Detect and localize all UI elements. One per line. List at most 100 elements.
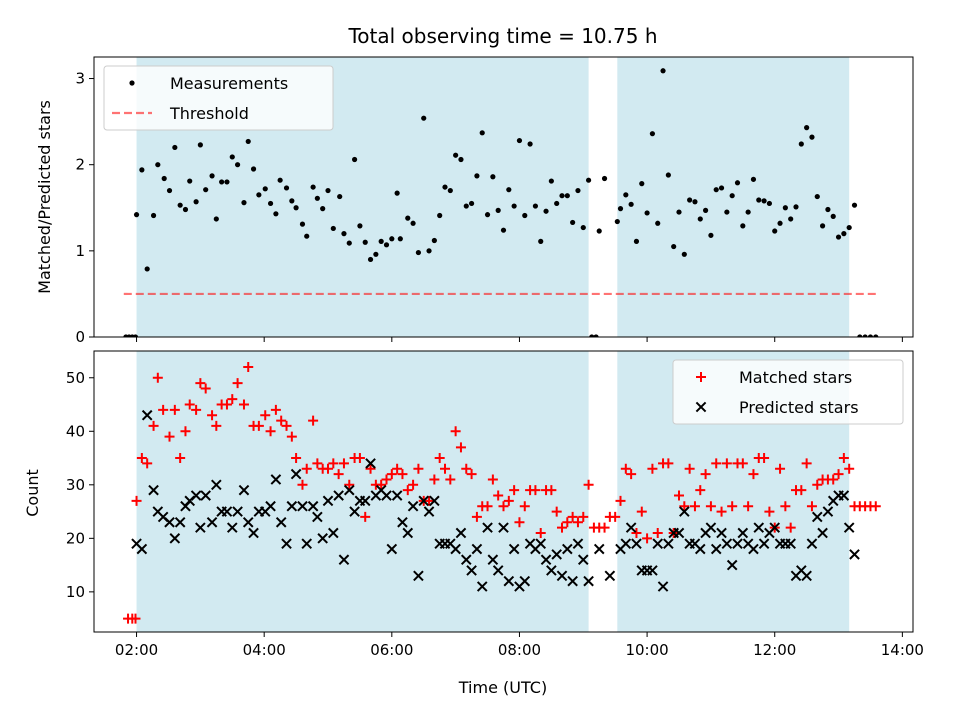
measurement-point [341, 231, 346, 236]
measurement-point [134, 212, 139, 217]
measurement-point [804, 125, 809, 130]
measurement-point [263, 186, 268, 191]
measurement-point [597, 228, 602, 233]
measurement-point [464, 203, 469, 208]
x-tick-label: 10:00 [625, 641, 668, 659]
measurement-point [469, 201, 474, 206]
measurement-point [543, 209, 548, 214]
chart-figure: Total observing time = 10.75 h Time (UTC… [0, 0, 960, 720]
measurement-point [398, 236, 403, 241]
measurement-point [304, 234, 309, 239]
measurement-point [815, 194, 820, 199]
x-axis-label: Time (UTC) [458, 678, 547, 697]
measurement-point [368, 257, 373, 262]
measurement-point [615, 219, 620, 224]
measurement-point [241, 200, 246, 205]
measurement-point [315, 196, 320, 201]
measurement-point [746, 209, 751, 214]
measurement-point [618, 206, 623, 211]
measurement-point [485, 212, 490, 217]
legend: Matched stars Predicted stars [673, 360, 903, 424]
x-tick-label: 12:00 [753, 641, 796, 659]
measurement-point [527, 141, 532, 146]
measurement-point [565, 193, 570, 198]
measurement-point [671, 244, 676, 249]
measurement-point [194, 199, 199, 204]
measurement-point [512, 203, 517, 208]
count-panel: 02:0004:0006:0008:0010:0012:0014:0010203… [66, 351, 924, 659]
measurement-point [549, 178, 554, 183]
x-tick-label: 14:00 [881, 641, 924, 659]
measurement-point [623, 192, 628, 197]
measurement-point [219, 179, 224, 184]
measurement-point [293, 205, 298, 210]
measurement-point [751, 177, 756, 182]
measurement-point [772, 228, 777, 233]
measurement-point [389, 236, 394, 241]
measurement-point [767, 201, 772, 206]
measurement-point [167, 188, 172, 193]
bottom-y-axis-label: Count [23, 469, 42, 517]
chart-title: Total observing time = 10.75 h [347, 24, 657, 48]
legend-label: Measurements [170, 74, 288, 93]
measurement-point [162, 176, 167, 181]
measurement-point [230, 154, 235, 159]
legend-label: Threshold [169, 104, 249, 123]
measurement-point [852, 203, 857, 208]
measurement-point [268, 201, 273, 206]
measurement-point [554, 201, 559, 206]
measurement-point [325, 188, 330, 193]
legend-label: Predicted stars [739, 398, 859, 417]
measurement-point [246, 139, 251, 144]
measurement-point [586, 178, 591, 183]
measurement-point [655, 221, 660, 226]
measurement-point [256, 192, 261, 197]
measurement-point [730, 193, 735, 198]
measurement-point [453, 153, 458, 158]
measurement-point [847, 225, 852, 230]
x-tick-label: 08:00 [498, 641, 541, 659]
y-tick-label: 1 [75, 242, 85, 260]
measurement-point [602, 176, 607, 181]
measurement-point [650, 131, 655, 136]
measurement-point [490, 174, 495, 179]
y-tick-label: 20 [66, 529, 85, 547]
measurement-point [311, 184, 316, 189]
measurement-point [416, 250, 421, 255]
measurement-point [379, 239, 384, 244]
measurement-point [203, 187, 208, 192]
measurement-point [708, 233, 713, 238]
predicted-star-point [595, 544, 604, 553]
measurement-point [363, 240, 368, 245]
measurement-point [724, 209, 729, 214]
measurement-point [183, 207, 188, 212]
measurement-point [187, 178, 192, 183]
measurement-point [347, 240, 352, 245]
measurement-point [501, 228, 506, 233]
measurement-point [761, 198, 766, 203]
measurement-point [284, 185, 289, 190]
measurement-point [687, 197, 692, 202]
measurement-point [666, 172, 671, 177]
measurement-point [682, 252, 687, 257]
legend-label: Matched stars [739, 368, 852, 387]
measurement-point [714, 187, 719, 192]
measurement-point [432, 238, 437, 243]
observing-span-1 [137, 351, 589, 632]
measurement-point [209, 173, 214, 178]
measurement-point [421, 116, 426, 121]
y-tick-label: 2 [75, 156, 85, 174]
x-tick-label: 02:00 [115, 641, 158, 659]
x-tick-label: 06:00 [370, 641, 413, 659]
matched-star-point [871, 501, 881, 511]
measurement-point [692, 199, 697, 204]
measurement-point [559, 193, 564, 198]
measurement-point [825, 207, 830, 212]
top-y-axis-label: Matched/Predicted stars [35, 100, 54, 294]
y-tick-label: 50 [66, 369, 85, 387]
measurement-point [517, 138, 522, 143]
measurement-point [214, 216, 219, 221]
measurement-point [820, 223, 825, 228]
y-tick-label: 0 [75, 328, 85, 346]
measurement-point [581, 225, 586, 230]
